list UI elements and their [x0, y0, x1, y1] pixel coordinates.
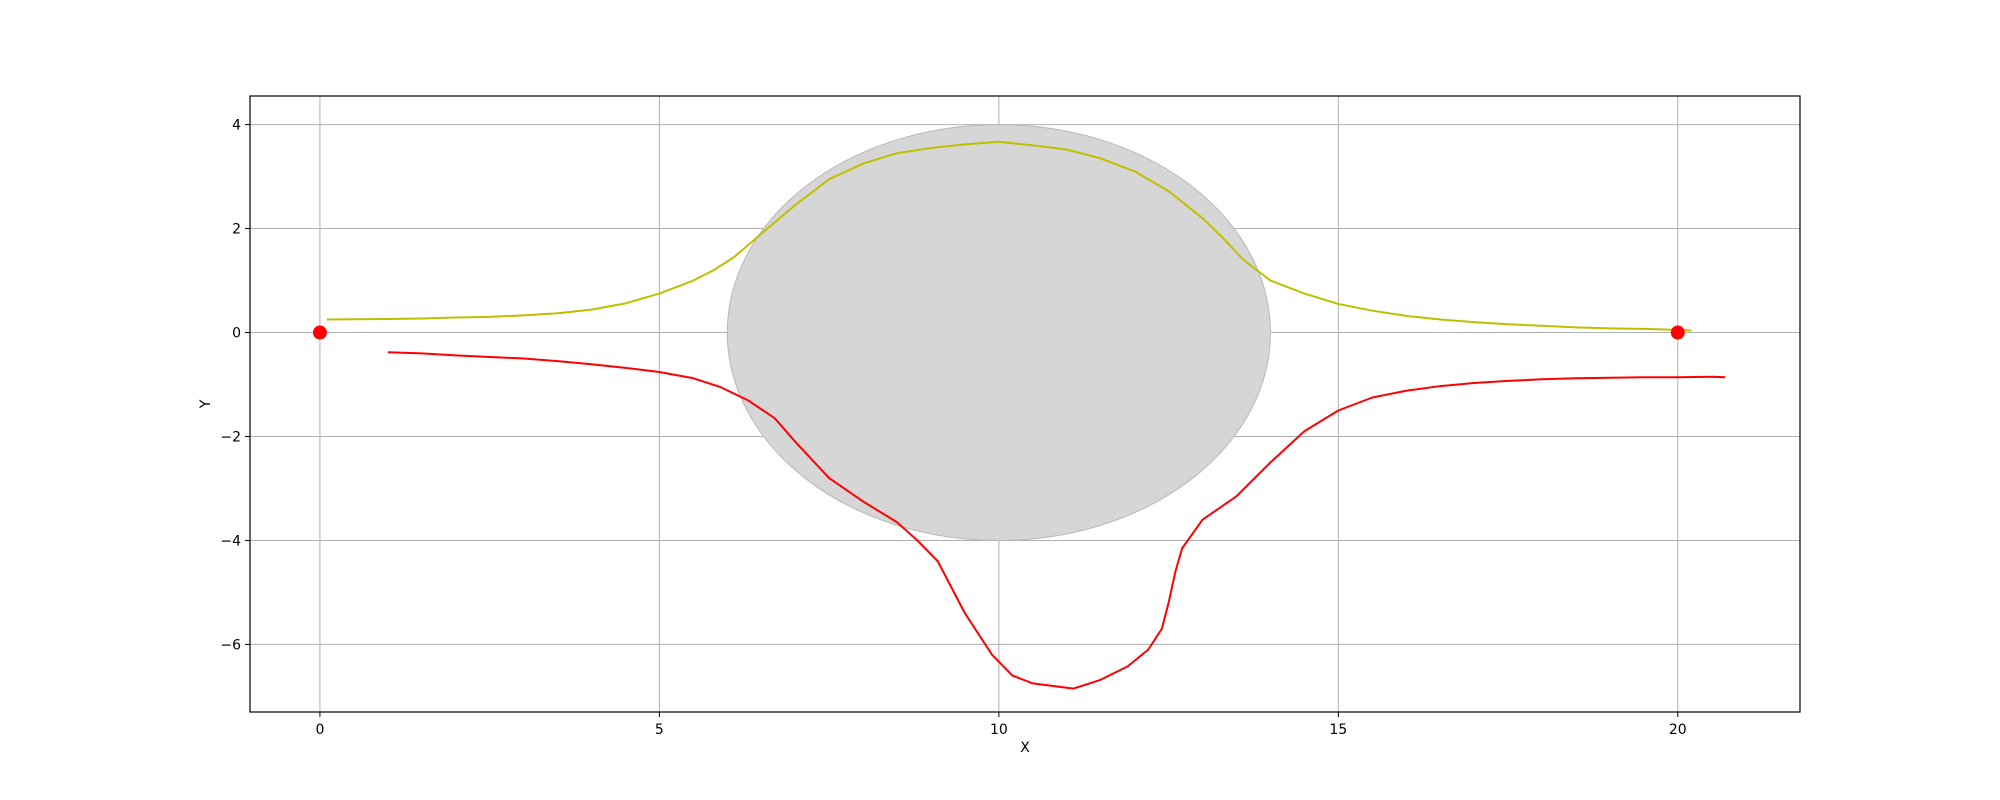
x-tick-label: 20 [1669, 722, 1687, 738]
x-tick-label: 0 [315, 722, 324, 738]
y-axis-label: Y [198, 399, 214, 409]
y-tick-label: 4 [232, 118, 241, 134]
x-tick-label: 5 [655, 722, 664, 738]
y-tick-label: −6 [220, 637, 241, 653]
series-layer [326, 140, 1726, 690]
y-tick-label: 2 [232, 222, 241, 238]
x-tick-label: 10 [990, 722, 1008, 738]
series-line [326, 140, 1692, 332]
y-tick-label: −4 [220, 533, 241, 549]
series-line [387, 351, 1726, 690]
y-tick-label: 0 [232, 326, 241, 342]
plot-frame [249, 95, 1801, 713]
obstacle-ellipse [726, 124, 1271, 541]
x-tick-label: 15 [1329, 722, 1347, 738]
marker-point [1670, 325, 1685, 340]
marker-point [312, 325, 327, 340]
x-axis-label: X [1020, 740, 1030, 756]
obstacle-layer [726, 124, 1271, 541]
points-layer [312, 325, 1685, 340]
y-tick-label: −2 [220, 429, 241, 445]
